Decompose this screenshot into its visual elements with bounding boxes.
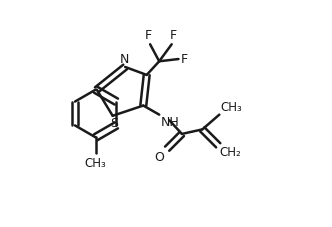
Text: F: F [181,52,188,66]
Text: CH₃: CH₃ [220,101,242,114]
Text: F: F [145,29,152,42]
Text: F: F [170,29,177,42]
Text: S: S [110,117,118,130]
Text: N: N [119,53,129,66]
Text: CH₂: CH₂ [219,146,241,159]
Text: NH: NH [160,116,179,129]
Text: CH₃: CH₃ [85,157,107,170]
Text: O: O [154,151,164,164]
